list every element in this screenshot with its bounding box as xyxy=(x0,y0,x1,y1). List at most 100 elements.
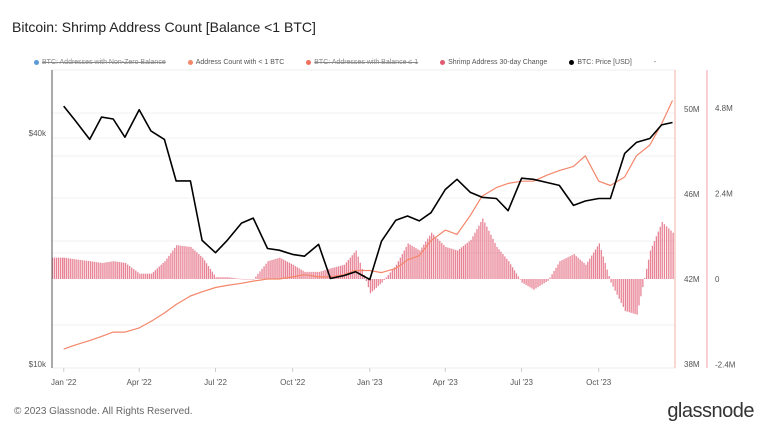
change-bar xyxy=(539,279,541,286)
change-bar xyxy=(620,279,622,303)
change-bar xyxy=(316,271,318,279)
legend-item[interactable]: BTC: Addresses with Non-Zero Balance xyxy=(34,59,166,66)
change-bar xyxy=(502,254,504,279)
change-bar xyxy=(478,225,480,279)
x-tick-label: Jul '23 xyxy=(510,378,533,387)
change-bar xyxy=(139,273,141,279)
change-bar xyxy=(207,266,210,279)
change-bar xyxy=(423,244,425,279)
axes: Jan '22 Apr '22 Jul '22 Oct '22 Jan '23 Apr '… xyxy=(29,70,736,387)
change-bar xyxy=(103,262,105,279)
change-bar xyxy=(58,257,60,279)
change-bar xyxy=(69,258,71,279)
change-bar xyxy=(659,226,661,279)
change-bar xyxy=(345,262,348,279)
change-bar xyxy=(124,262,127,279)
change-bar xyxy=(180,245,182,279)
change-bar xyxy=(585,264,587,279)
change-bar xyxy=(447,247,449,279)
legend-item[interactable]: BTC: Price [USD] xyxy=(569,59,632,66)
change-bar xyxy=(296,267,298,279)
change-bar xyxy=(277,258,279,279)
change-bar xyxy=(198,254,200,279)
change-bar xyxy=(598,243,600,279)
legend-item[interactable]: Address Count with < 1 BTC xyxy=(187,59,285,66)
change-bar xyxy=(213,274,215,279)
change-bar xyxy=(369,279,372,294)
change-bar xyxy=(73,259,75,279)
change-bar xyxy=(474,232,476,279)
change-bars xyxy=(52,218,674,315)
change-bar xyxy=(336,266,338,279)
change-bar xyxy=(464,244,466,279)
change-bar xyxy=(164,261,166,279)
change-bar xyxy=(166,258,168,279)
change-bar xyxy=(385,277,387,279)
change-bar xyxy=(649,250,652,279)
change-bar xyxy=(320,271,322,279)
change-bar xyxy=(300,269,302,279)
change-bar xyxy=(427,238,429,279)
change-bar xyxy=(455,249,457,279)
change-bar xyxy=(462,245,465,279)
change-tick-label: 4.8M xyxy=(715,104,733,113)
change-bar xyxy=(642,279,644,288)
change-bar xyxy=(361,268,363,279)
change-bar xyxy=(281,258,283,279)
change-bar xyxy=(647,259,650,279)
glassnode-logo[interactable]: glassnode xyxy=(667,400,754,422)
change-bar xyxy=(616,279,618,295)
change-bar xyxy=(145,273,147,279)
price-tick-label: $10k xyxy=(29,360,47,369)
change-bar xyxy=(326,269,328,279)
legend-item[interactable]: Shrimp Address 30-day Change xyxy=(440,59,547,66)
change-bar xyxy=(160,264,162,279)
change-bar xyxy=(178,245,180,279)
plot-frame xyxy=(51,69,676,369)
change-bar xyxy=(334,267,336,279)
change-bar xyxy=(492,238,494,279)
change-bar xyxy=(557,264,559,279)
change-bar xyxy=(456,250,459,279)
change-bar xyxy=(284,260,287,279)
change-bar xyxy=(154,270,157,279)
change-bar xyxy=(498,249,500,279)
legend-dot-icon xyxy=(569,60,575,65)
change-bar xyxy=(275,258,277,279)
change-bar xyxy=(657,231,659,279)
count-tick-label: 42M xyxy=(684,275,700,284)
change-bar xyxy=(421,247,423,279)
change-bar xyxy=(417,249,419,279)
x-tick-label: Jan '23 xyxy=(357,378,383,387)
change-bar xyxy=(529,279,531,288)
legend-label: Address Count with < 1 BTC xyxy=(195,59,285,66)
change-bar xyxy=(318,271,320,279)
change-bar xyxy=(433,234,435,279)
change-bar xyxy=(122,262,125,279)
change-bar xyxy=(567,257,569,279)
change-bar xyxy=(443,244,445,279)
change-bar xyxy=(405,246,407,279)
change-bar xyxy=(628,279,630,313)
legend-more[interactable]: - xyxy=(653,59,657,66)
legend-item[interactable]: BTC: Addresses with Balance ≤ 1 xyxy=(306,59,418,66)
change-bar xyxy=(62,257,64,279)
change-bar xyxy=(255,276,257,279)
change-bar xyxy=(170,253,172,279)
change-bar xyxy=(332,267,334,279)
change-bar xyxy=(403,250,405,279)
change-bar xyxy=(209,268,212,279)
change-bar xyxy=(235,278,237,279)
change-bar xyxy=(200,255,202,279)
change-bar xyxy=(190,246,192,279)
change-bar xyxy=(97,262,99,279)
change-bar xyxy=(131,267,133,279)
change-bar xyxy=(610,279,612,283)
change-bar xyxy=(624,279,626,312)
count-tick-label: 46M xyxy=(684,190,700,199)
change-bar xyxy=(205,263,208,279)
change-bar xyxy=(85,260,87,279)
change-bar xyxy=(196,252,198,279)
change-bar xyxy=(486,226,488,279)
change-bar xyxy=(381,279,383,283)
